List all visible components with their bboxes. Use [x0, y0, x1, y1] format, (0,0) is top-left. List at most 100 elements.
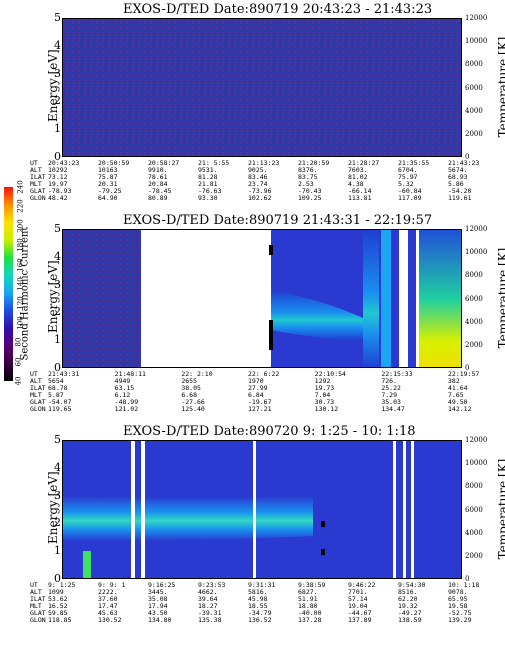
ephemeris-label: ALT	[30, 588, 42, 596]
panel2-rlabel: Temperature [K]	[496, 247, 505, 349]
ephemeris-value: 138.59	[398, 616, 422, 624]
ephemeris-value: 9: 1:25	[48, 581, 76, 589]
right-tick-label: 10000	[465, 459, 488, 468]
ephemeris-value: 75.87	[98, 173, 118, 181]
ephemeris-value: 20:50:59	[98, 159, 130, 167]
ephemeris-value: 9:46:22	[348, 581, 376, 589]
ephemeris-value: 1292	[314, 377, 331, 385]
ephemeris-value: 21:13:23	[248, 159, 280, 167]
right-tick-label: 2000	[465, 340, 483, 349]
ephemeris-value: 22:10:54	[314, 370, 346, 378]
ephemeris-value: 3445.	[148, 588, 168, 596]
ephemeris-value: 53.62	[48, 595, 68, 603]
ephemeris-value: 10292	[48, 166, 68, 174]
colorbar-tick: 40	[14, 376, 23, 386]
y-tick-label: 0	[54, 150, 61, 163]
right-tick-label: 6000	[465, 294, 483, 303]
ephemeris-value: 7603.	[348, 166, 368, 174]
ephemeris-value: 5.86	[448, 180, 464, 188]
ephemeris-value: 19.04	[348, 602, 368, 610]
ephemeris-label: MLT	[30, 602, 42, 610]
ephemeris-value: 137.28	[298, 616, 322, 624]
panel1-title: EXOS-D/TED Date:890719 20:43:23 - 21:43:…	[123, 2, 433, 17]
y-tick-label: 5	[54, 433, 61, 446]
ephemeris-value: 6.68	[181, 391, 197, 399]
ephemeris-value: 18.55	[248, 602, 268, 610]
ephemeris-value: -48.99	[114, 398, 139, 406]
ephemeris-label: ALT	[30, 166, 42, 174]
ephemeris-value: 59.85	[48, 609, 68, 617]
ephemeris-value: -27.66	[181, 398, 205, 406]
ephemeris-value: 137.89	[348, 616, 372, 624]
ephemeris-value: 81.02	[348, 173, 368, 181]
ephemeris-value: 43.50	[148, 609, 168, 617]
ephemeris-value: 5816.	[248, 588, 268, 596]
y-tick-label: 3	[54, 66, 61, 80]
ephemeris-value: 22: 2:10	[181, 370, 213, 378]
colorbar	[4, 187, 13, 381]
ephemeris-value: 5.32	[398, 180, 414, 188]
right-tick-label: 12000	[465, 225, 488, 233]
y-tick-label: 3	[54, 277, 61, 291]
ephemeris-label: GLON	[30, 194, 46, 202]
ephemeris-label: ILAT	[30, 173, 46, 181]
ephemeris-value: 382	[448, 377, 460, 385]
ephemeris-value: 63.15	[114, 384, 135, 392]
ephemeris-value: 8516.	[398, 588, 418, 596]
ephemeris-value: 20:43:23	[48, 159, 80, 167]
ephemeris-label: ILAT	[30, 595, 46, 603]
ephemeris-value: 81.28	[198, 173, 218, 181]
panel2-spectrogram	[62, 229, 462, 368]
ephemeris-label: GLAT	[30, 609, 46, 617]
ephemeris-value: 7.04	[314, 391, 331, 399]
ephemeris-value: 9:16:25	[148, 581, 176, 589]
ephemeris-value: 4.38	[348, 180, 364, 188]
ephemeris-value: 130.12	[314, 405, 339, 413]
ephemeris-value: 41.64	[448, 384, 468, 392]
ephemeris-value: 121.02	[114, 405, 139, 413]
ephemeris-value: 35.08	[148, 595, 168, 603]
ephemeris-value: -76.63	[198, 187, 222, 195]
ephemeris-label: GLAT	[30, 398, 46, 406]
panel3-rlabel: Temperature [K]	[496, 458, 505, 560]
ephemeris-value: 21:28:27	[348, 159, 380, 167]
ephemeris-value: 62.20	[398, 595, 418, 603]
ephemeris-value: 4949	[114, 377, 131, 385]
ephemeris-value: 22:19:57	[448, 370, 480, 378]
ephemeris-value: 118.85	[48, 616, 72, 624]
y-tick-label: 0	[54, 572, 61, 585]
ephemeris-value: 726.	[381, 377, 397, 385]
right-tick-label: 2000	[465, 129, 483, 138]
panel1-rlabel: Temperature [K]	[496, 36, 505, 138]
colorbar-tick: 220	[16, 199, 25, 214]
ephemeris-value: 65.95	[448, 595, 468, 603]
ephemeris-value: 25.22	[381, 384, 401, 392]
ephemeris-value: -78.45	[148, 187, 172, 195]
ephemeris-value: 9910.	[148, 166, 168, 174]
ephemeris-value: 18.80	[298, 602, 318, 610]
ephemeris-value: 6.12	[114, 391, 131, 399]
ephemeris-value: 119.61	[448, 194, 472, 202]
panel1-ylabel: Energy [eV]	[46, 49, 60, 122]
ephemeris-value: 19.32	[398, 602, 418, 610]
ephemeris-value: 125.40	[181, 405, 205, 413]
ephemeris-value: 7.65	[448, 391, 464, 399]
ephemeris-value: 10163	[98, 166, 118, 174]
ephemeris-value: 130.52	[98, 616, 122, 624]
ephemeris-value: 21:43:31	[48, 370, 80, 378]
ephemeris-value: 135.38	[198, 616, 222, 624]
ephemeris-value: 68.93	[448, 173, 468, 181]
y-tick-label: 5	[54, 222, 61, 235]
ephemeris-value: 142.12	[448, 405, 472, 413]
ephemeris-value: -60.84	[398, 187, 422, 195]
ephemeris-value: -66.14	[348, 187, 372, 195]
ephemeris-value: 17.47	[98, 602, 118, 610]
ephemeris-value: -34.79	[248, 609, 272, 617]
colorbar-tick: 240	[16, 180, 25, 194]
ephemeris-value: 30.73	[314, 398, 335, 406]
ephemeris-value: 119.65	[48, 405, 72, 413]
ephemeris-value: 7.29	[381, 391, 397, 399]
ephemeris-value: -40.00	[298, 609, 322, 617]
ephemeris-value: -52.75	[448, 609, 472, 617]
ephemeris-value: 5654	[48, 377, 64, 385]
